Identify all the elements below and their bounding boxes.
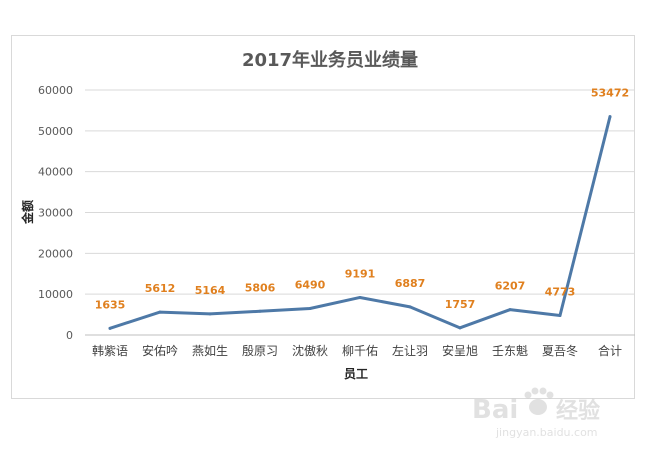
x-tick-label: 柳千佑	[342, 344, 378, 358]
watermark-logo: Bai 经验 jingyan.baidu.com	[472, 387, 600, 439]
watermark-url: jingyan.baidu.com	[495, 426, 598, 439]
x-tick-label: 沈傲秋	[292, 343, 328, 358]
data-labels: 1635 5612 5164 5806 6490 9191 6887 1757 6207 4773…	[95, 87, 629, 312]
data-label: 6887	[395, 277, 426, 290]
paw-icon	[524, 387, 554, 415]
data-label: 5612	[145, 282, 176, 295]
data-point	[358, 295, 362, 299]
x-tick-label: 夏吾冬	[542, 343, 578, 358]
data-point	[608, 115, 612, 119]
x-tick-label: 安呈旭	[442, 343, 478, 358]
y-axis-ticks: 0 10000 20000 30000 40000 50000 60000	[38, 84, 73, 342]
data-label: 4773	[545, 286, 576, 299]
y-tick-label: 60000	[38, 84, 73, 97]
data-point	[558, 314, 562, 318]
data-point	[458, 326, 462, 330]
series	[108, 115, 612, 330]
data-label: 1757	[445, 298, 476, 311]
y-tick-label: 40000	[38, 166, 73, 179]
data-label: 6490	[295, 278, 326, 291]
data-label: 9191	[345, 267, 376, 280]
x-tick-label: 燕如生	[192, 343, 228, 358]
x-tick-label: 韩紫语	[92, 343, 128, 358]
watermark-logo-text-2: 经验	[556, 398, 600, 424]
y-tick-label: 20000	[38, 247, 73, 260]
y-tick-label: 10000	[38, 288, 73, 301]
chart-title: 2017年业务员业绩量	[242, 49, 418, 71]
x-tick-label: 壬东魁	[492, 343, 528, 358]
data-point	[258, 309, 262, 313]
data-point	[408, 305, 412, 309]
x-tick-label: 合计	[598, 343, 622, 358]
data-point	[108, 326, 112, 330]
x-tick-label: 左让羽	[392, 343, 428, 358]
x-tick-label: 殷原习	[242, 344, 278, 358]
data-label: 6207	[495, 280, 526, 293]
data-point	[508, 308, 512, 312]
x-axis-title: 员工	[344, 367, 368, 381]
data-point	[158, 310, 162, 314]
y-tick-label: 50000	[38, 125, 73, 138]
data-label: 53472	[591, 87, 629, 100]
data-point	[208, 312, 212, 316]
x-axis-ticks: 韩紫语 安佑吟 燕如生 殷原习 沈傲秋 柳千佑 左让羽 安呈旭 壬东魁 夏吾冬 合计	[92, 343, 622, 358]
gridlines	[85, 89, 635, 336]
data-point	[308, 306, 312, 310]
data-label: 5806	[245, 281, 276, 294]
x-tick-label: 安佑吟	[142, 343, 178, 358]
y-tick-label: 0	[66, 329, 73, 342]
watermark-logo-text: Bai	[472, 395, 518, 425]
y-axis-title: 金额	[20, 200, 35, 225]
data-label: 5164	[195, 284, 226, 297]
y-tick-label: 30000	[38, 207, 73, 220]
data-label: 1635	[95, 298, 126, 311]
chart-area	[11, 35, 635, 399]
